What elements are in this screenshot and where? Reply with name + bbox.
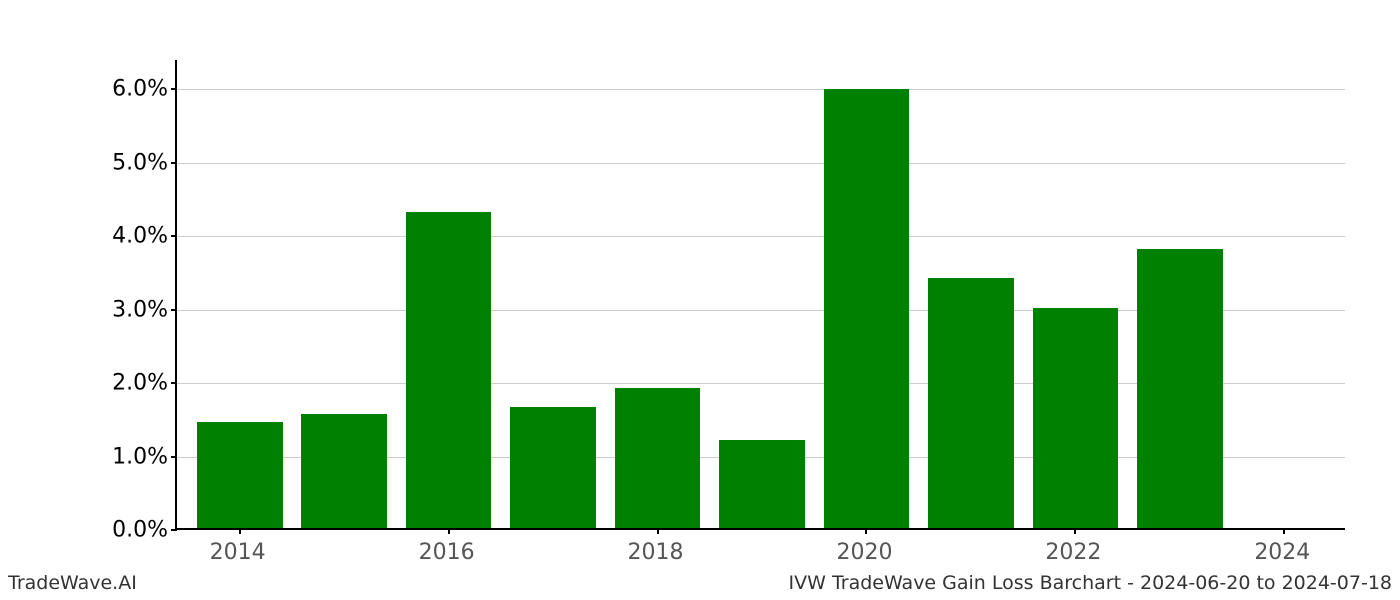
x-tick-mark: [1283, 528, 1285, 534]
x-tick-mark: [448, 528, 450, 534]
x-tick-label: 2014: [210, 540, 266, 565]
y-tick-label: 4.0%: [112, 224, 168, 249]
bar-2016: [406, 212, 492, 528]
y-tick-label: 2.0%: [112, 371, 168, 396]
footer-caption: IVW TradeWave Gain Loss Barchart - 2024-…: [789, 572, 1392, 594]
y-tick-mark: [171, 88, 177, 90]
bar-2023: [1137, 249, 1223, 528]
y-tick-mark: [171, 456, 177, 458]
plot-area: [175, 60, 1345, 530]
gridline: [177, 236, 1345, 237]
gain-loss-barchart: 0.0% 1.0% 2.0% 3.0% 4.0% 5.0% 6.0% 2014 2016 201…: [0, 0, 1400, 600]
x-tick-mark: [865, 528, 867, 534]
y-tick-label: 5.0%: [112, 150, 168, 175]
y-tick-mark: [171, 529, 177, 531]
x-tick-label: 2020: [836, 540, 892, 565]
bar-2015: [301, 414, 387, 528]
bar-2019: [719, 440, 805, 528]
y-tick-mark: [171, 382, 177, 384]
y-tick-label: 1.0%: [112, 444, 168, 469]
bar-2020: [824, 89, 910, 528]
bar-2014: [197, 422, 283, 528]
y-tick-mark: [171, 235, 177, 237]
y-tick-label: 0.0%: [112, 518, 168, 543]
y-tick-mark: [171, 162, 177, 164]
bar-2022: [1033, 308, 1119, 528]
x-tick-label: 2016: [419, 540, 475, 565]
y-tick-mark: [171, 309, 177, 311]
bar-2018: [615, 388, 701, 528]
bar-2021: [928, 278, 1014, 528]
x-tick-mark: [657, 528, 659, 534]
bar-2017: [510, 407, 596, 528]
x-tick-label: 2018: [628, 540, 684, 565]
x-tick-label: 2024: [1254, 540, 1310, 565]
footer-brand: TradeWave.AI: [8, 572, 137, 594]
x-tick-mark: [1074, 528, 1076, 534]
y-tick-label: 3.0%: [112, 297, 168, 322]
gridline: [177, 163, 1345, 164]
gridline: [177, 89, 1345, 90]
y-tick-label: 6.0%: [112, 77, 168, 102]
x-tick-mark: [239, 528, 241, 534]
x-tick-label: 2022: [1045, 540, 1101, 565]
